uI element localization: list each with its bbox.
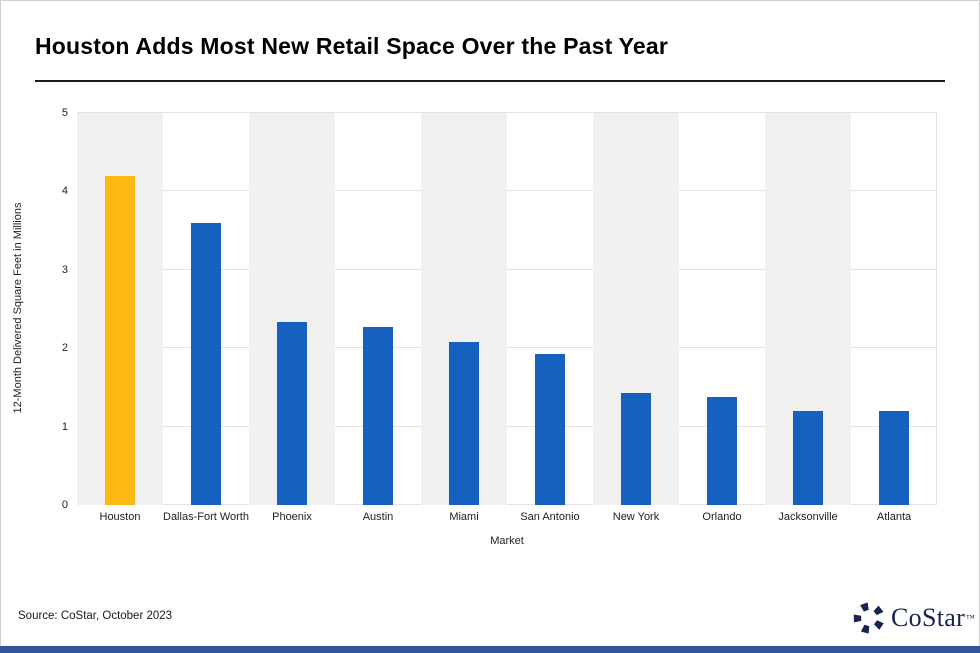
x-axis-title: Market (490, 535, 524, 547)
x-tick-label: Phoenix (272, 511, 312, 523)
bar (707, 396, 737, 505)
category-band (507, 113, 593, 505)
x-tick-label: Austin (362, 511, 394, 523)
x-tick-label: Atlanta (876, 511, 912, 523)
category-band (765, 113, 851, 505)
bar (449, 341, 479, 505)
x-tick-label: Houston (99, 511, 141, 523)
footer-accent-bar (0, 646, 980, 653)
y-tick-label: 4 (61, 185, 68, 198)
category-band (851, 113, 937, 505)
category-band (163, 113, 249, 505)
category-band (421, 113, 507, 505)
x-tick-label: Jacksonville (778, 511, 838, 523)
source-note: Source: CoStar, October 2023 (18, 610, 173, 622)
costar-logo: CoStar ™ (852, 599, 975, 637)
category-band (77, 113, 163, 505)
gridline (77, 190, 937, 192)
page-title: Houston Adds Most New Retail Space Over … (35, 33, 669, 59)
category-band (335, 113, 421, 505)
bar (277, 322, 307, 505)
bar (191, 222, 221, 505)
title-divider (35, 80, 945, 82)
bar (621, 392, 651, 505)
category-band (249, 113, 335, 505)
bar (105, 175, 135, 505)
category-band (593, 113, 679, 505)
bar (879, 410, 909, 505)
x-tick-label: Dallas-Fort Worth (163, 511, 249, 523)
costar-logotype: CoStar (891, 603, 966, 632)
y-tick-label: 0 (61, 499, 68, 511)
bar (535, 353, 565, 505)
x-tick-label: San Antonio (520, 511, 580, 523)
y-tick-label: 3 (61, 263, 68, 276)
gridline (77, 112, 937, 113)
y-axis-title: 12-Month Delivered Square Feet in Millio… (12, 202, 24, 414)
gridline (77, 347, 937, 349)
trademark-symbol: ™ (966, 613, 975, 623)
y-tick-label: 1 (61, 420, 68, 433)
costar-pinwheel-icon (853, 602, 884, 634)
bar (363, 327, 393, 505)
x-tick-label: Orlando (702, 511, 742, 523)
bar (793, 410, 823, 505)
gridline (77, 268, 937, 270)
gridline (77, 504, 937, 505)
gridline (77, 425, 937, 427)
plot-area (77, 112, 937, 505)
plot-right-border (936, 113, 937, 505)
category-band (679, 113, 765, 505)
x-tick-label: New York (612, 511, 660, 523)
y-tick-label: 5 (61, 107, 68, 119)
x-tick-label: Miami (449, 511, 479, 523)
y-tick-label: 2 (61, 342, 68, 355)
